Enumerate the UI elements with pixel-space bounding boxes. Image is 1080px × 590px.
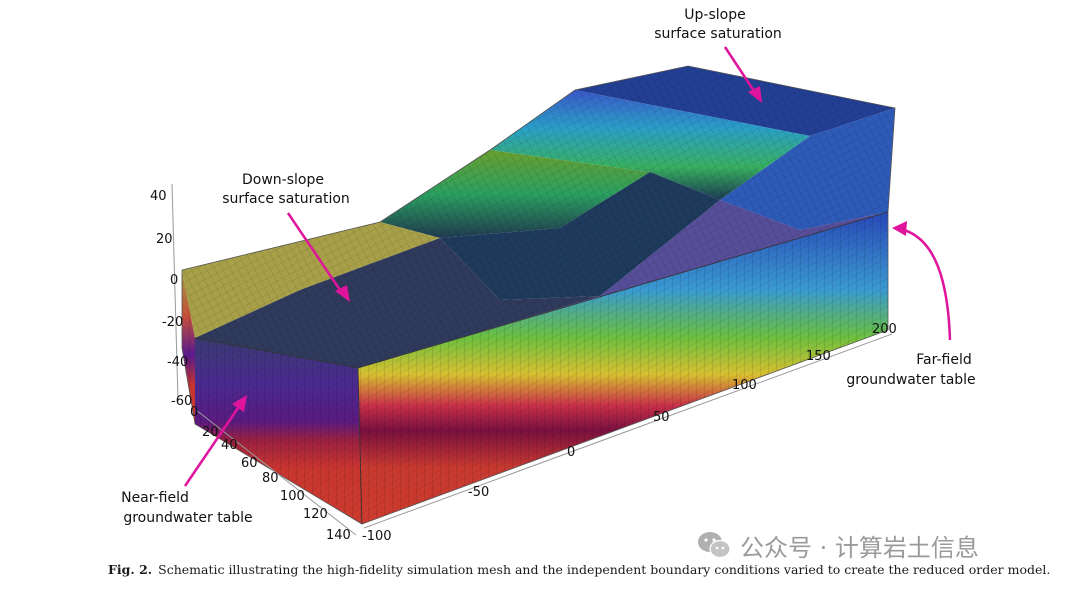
caption-text: Schematic illustrating the high-fidelity…	[158, 562, 1051, 577]
y-tick: 20	[202, 425, 219, 440]
upslope-label-line1: Up-slope	[684, 7, 745, 23]
z-tick: 20	[156, 232, 173, 247]
upslope-arrow	[723, 46, 762, 103]
downslope-arrow	[286, 212, 350, 302]
y-tick: 40	[221, 438, 238, 453]
watermark: 公众号 · 计算岩土信息	[696, 528, 979, 562]
nearfield-label-line1: Near-field	[121, 490, 189, 506]
mesh-block	[181, 65, 896, 525]
caption-label: Fig. 2.	[108, 562, 153, 577]
y-tick: 120	[303, 507, 328, 522]
z-axis-line	[171, 183, 179, 401]
y-tick: 0	[190, 405, 198, 420]
upslope-label-line2: surface saturation	[654, 26, 782, 42]
figure-caption: Fig. 2. Schematic illustrating the high-f…	[108, 562, 1050, 577]
x-tick: 0	[567, 445, 575, 460]
x-tick: 200	[872, 322, 897, 337]
x-tick: 50	[653, 410, 670, 425]
x-tick: 100	[732, 378, 757, 393]
z-tick: -60	[171, 394, 192, 409]
z-tick: 0	[170, 273, 178, 288]
x-tick: -100	[362, 529, 392, 544]
downslope-label-line2: surface saturation	[222, 191, 350, 207]
x-axis-line	[363, 333, 893, 529]
x-tick: -50	[468, 485, 489, 500]
farfield-label-line1: Far-field	[916, 352, 971, 368]
nearfield-label-line2: groundwater table	[123, 510, 252, 526]
axes: 40 20 0 -20 -40 -60 0 20 40 60 80 100 12…	[150, 183, 897, 544]
watermark-text: 公众号 · 计算岩土信息	[740, 533, 979, 562]
y-tick: 80	[262, 471, 279, 486]
y-tick: 140	[326, 528, 351, 543]
z-tick: -40	[167, 355, 188, 370]
wechat-icon	[698, 532, 731, 559]
x-tick: 150	[806, 349, 831, 364]
z-tick: 40	[150, 189, 167, 204]
annotations: Up-slope surface saturation Down-slope s…	[121, 7, 976, 526]
z-tick: -20	[162, 315, 183, 330]
nearfield-arrow	[183, 395, 247, 487]
y-tick: 100	[280, 489, 305, 504]
farfield-arrow	[892, 221, 952, 341]
farfield-label-line2: groundwater table	[846, 372, 975, 388]
downslope-label-line1: Down-slope	[242, 172, 324, 188]
y-tick: 60	[241, 456, 258, 471]
